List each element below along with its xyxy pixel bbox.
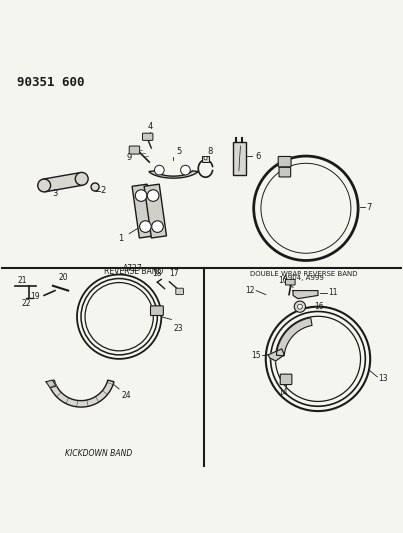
Text: 18: 18 <box>152 269 161 278</box>
Text: 8: 8 <box>208 147 213 156</box>
Text: 22: 22 <box>21 300 31 309</box>
Polygon shape <box>149 171 198 178</box>
Polygon shape <box>43 173 83 192</box>
FancyBboxPatch shape <box>233 142 246 174</box>
Text: 14: 14 <box>278 388 288 397</box>
Text: 20: 20 <box>58 273 68 282</box>
Text: 90351 600: 90351 600 <box>17 76 84 88</box>
Polygon shape <box>132 184 154 238</box>
Polygon shape <box>48 380 114 407</box>
FancyBboxPatch shape <box>150 306 163 316</box>
Circle shape <box>152 221 163 232</box>
FancyBboxPatch shape <box>143 133 153 140</box>
Text: 1: 1 <box>118 235 124 244</box>
Polygon shape <box>144 184 166 238</box>
Text: 7: 7 <box>366 203 372 212</box>
Circle shape <box>154 165 164 175</box>
Circle shape <box>140 221 151 232</box>
Text: 19: 19 <box>31 292 40 301</box>
Polygon shape <box>293 290 318 298</box>
FancyBboxPatch shape <box>280 374 292 385</box>
Text: 24: 24 <box>121 391 131 400</box>
Text: 2: 2 <box>100 187 106 196</box>
Text: 23: 23 <box>173 324 183 333</box>
Text: 9: 9 <box>127 153 132 161</box>
Text: 17: 17 <box>169 269 179 278</box>
Polygon shape <box>268 349 284 361</box>
Text: 3: 3 <box>52 189 58 198</box>
Text: 6: 6 <box>256 151 261 160</box>
Text: 12: 12 <box>245 286 255 295</box>
FancyBboxPatch shape <box>285 279 295 285</box>
Circle shape <box>147 190 159 201</box>
Polygon shape <box>276 318 312 356</box>
FancyBboxPatch shape <box>176 288 183 295</box>
Circle shape <box>75 172 88 185</box>
FancyBboxPatch shape <box>202 156 209 161</box>
Circle shape <box>91 183 99 191</box>
Polygon shape <box>46 380 56 388</box>
Circle shape <box>261 163 351 253</box>
Text: 4: 4 <box>148 122 153 131</box>
Text: 5: 5 <box>177 147 182 156</box>
FancyBboxPatch shape <box>279 167 291 177</box>
Circle shape <box>135 190 147 201</box>
Text: 16: 16 <box>314 302 324 311</box>
Circle shape <box>181 165 190 175</box>
Text: A904, A999: A904, A999 <box>283 274 324 280</box>
FancyBboxPatch shape <box>129 146 140 154</box>
Text: 21: 21 <box>17 276 27 285</box>
Circle shape <box>204 157 207 160</box>
Text: REVERSE BAND: REVERSE BAND <box>104 267 163 276</box>
Circle shape <box>38 179 51 192</box>
Text: 13: 13 <box>378 375 388 383</box>
Text: KICKDOWN BAND: KICKDOWN BAND <box>65 449 133 458</box>
Text: DOUBLE WRAP REVERSE BAND: DOUBLE WRAP REVERSE BAND <box>250 271 357 277</box>
Text: 11: 11 <box>328 288 337 297</box>
Circle shape <box>294 301 305 312</box>
Circle shape <box>297 304 302 309</box>
Text: 15: 15 <box>251 351 261 360</box>
Text: A727: A727 <box>123 264 143 273</box>
FancyBboxPatch shape <box>278 157 291 167</box>
Text: 10: 10 <box>278 276 287 285</box>
